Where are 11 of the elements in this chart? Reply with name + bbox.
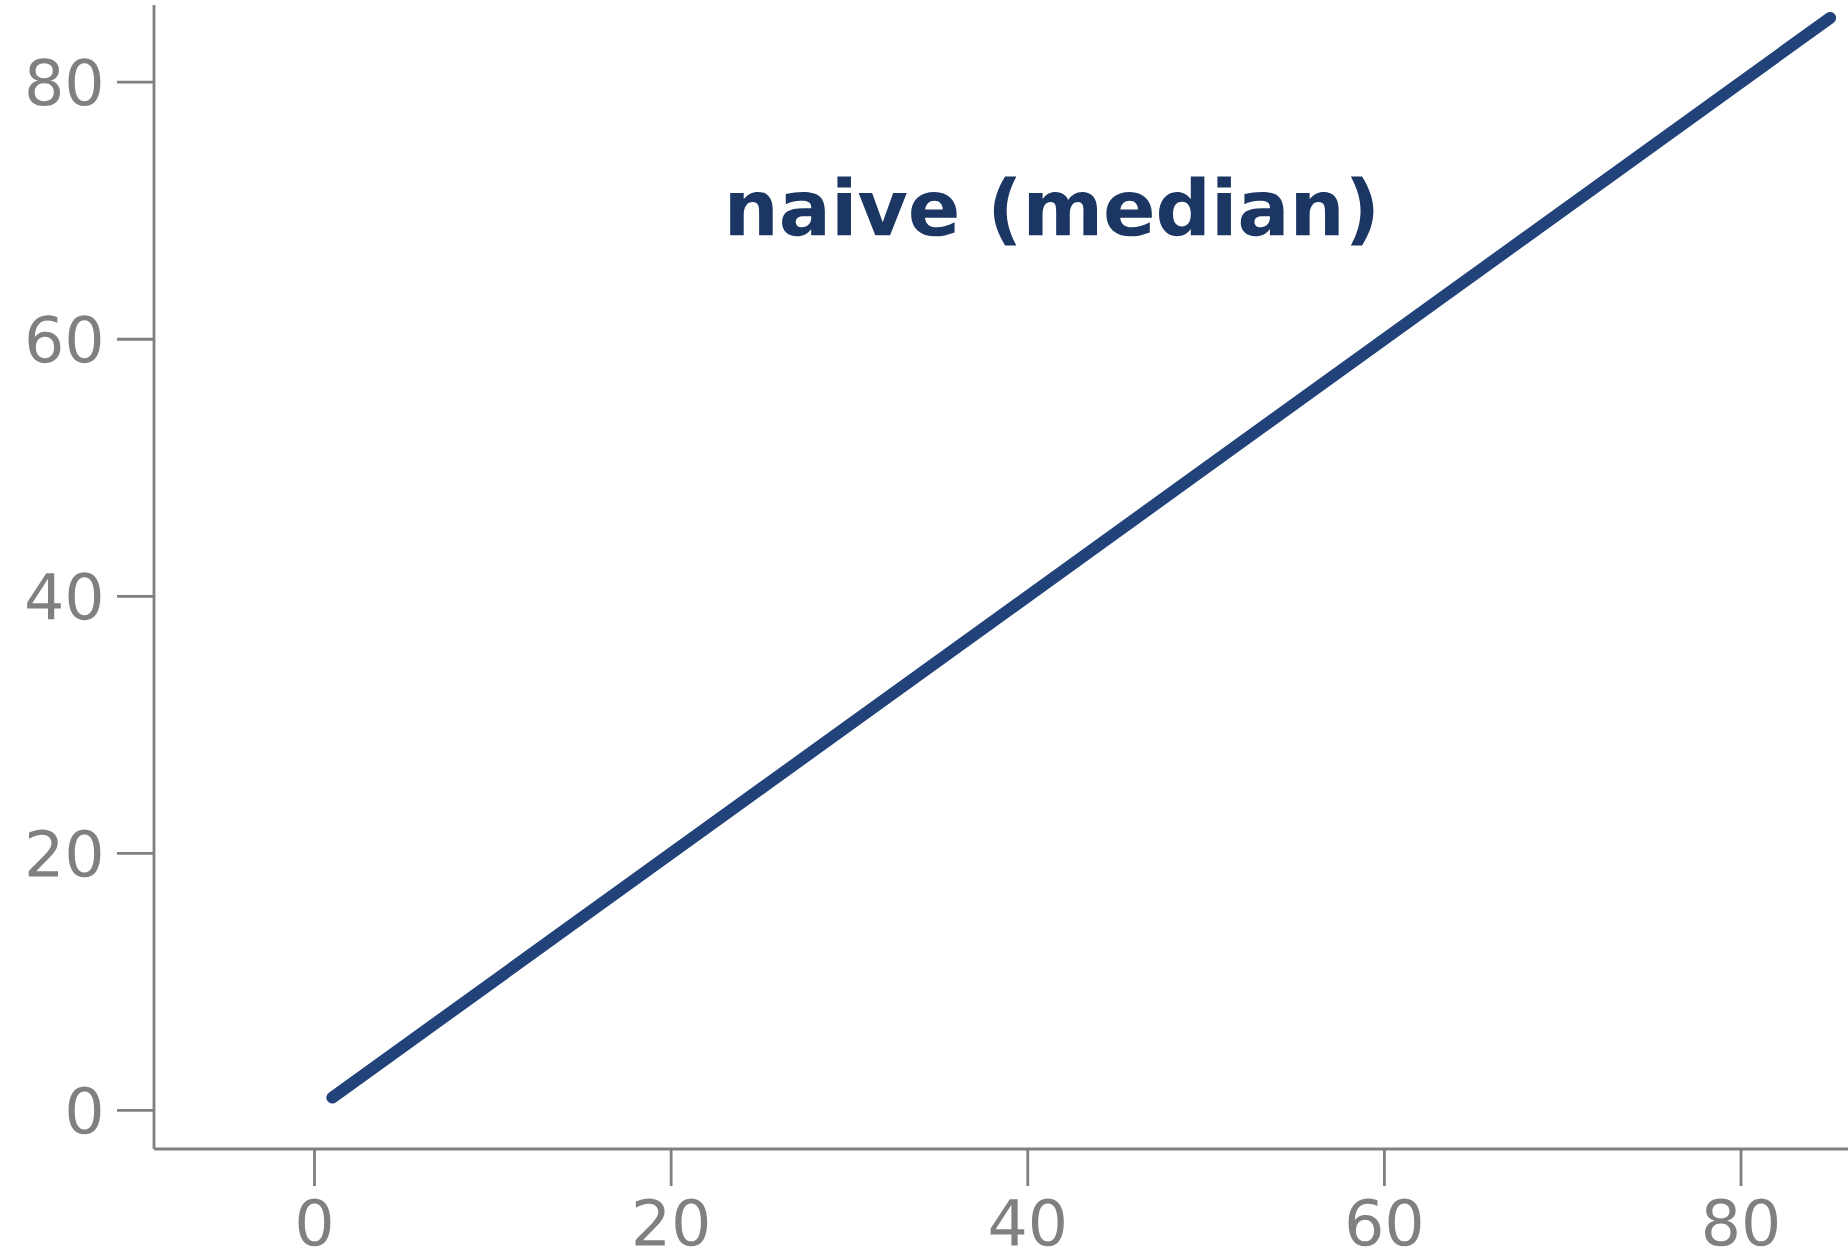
y-tick-label: 0 <box>68 1086 101 1135</box>
x-tick-label: 20 <box>635 1198 708 1247</box>
x-tick-label: 0 <box>298 1198 331 1247</box>
y-tick-label: 60 <box>28 315 101 364</box>
x-tick-label: 80 <box>1705 1198 1778 1247</box>
x-tick-label: 60 <box>1348 1198 1421 1247</box>
y-tick-label: 40 <box>27 572 101 621</box>
x-tick-label: 40 <box>990 1198 1064 1247</box>
y-tick-label: 80 <box>28 58 101 107</box>
y-tick-label: 20 <box>28 829 101 878</box>
series-label: naive (median) <box>730 176 1374 246</box>
